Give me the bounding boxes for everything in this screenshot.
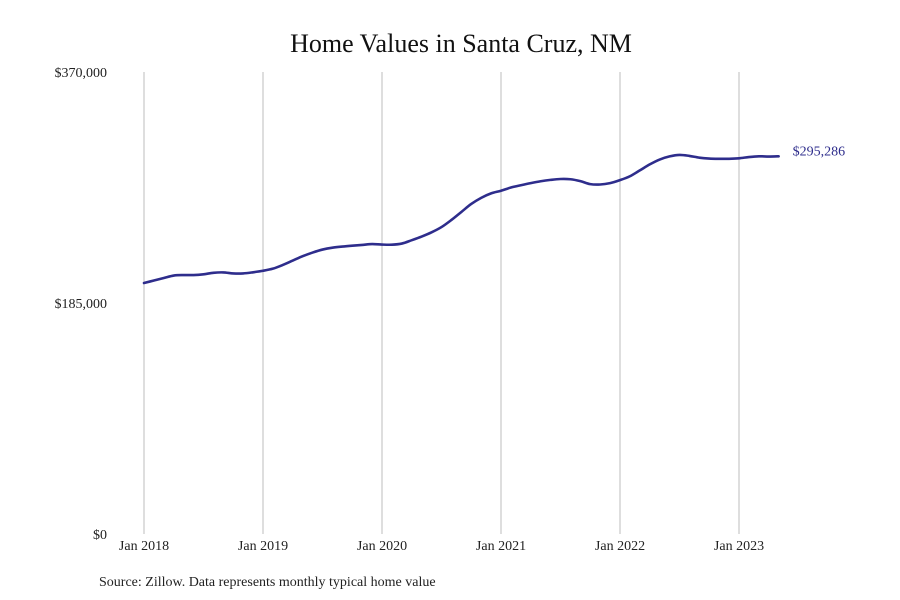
series-layer xyxy=(142,153,780,285)
x-tick-label: Jan 2019 xyxy=(238,539,288,554)
x-tick-label: Jan 2020 xyxy=(357,539,407,554)
x-tick-label: Jan 2018 xyxy=(119,539,169,554)
x-axis-ticks: Jan 2018 Jan 2019 Jan 2020 Jan 2021 Jan 2022… xyxy=(119,539,764,554)
x-tick-label: Jan 2023 xyxy=(714,539,764,554)
x-tick-label: Jan 2021 xyxy=(476,539,526,554)
y-tick-label: $370,000 xyxy=(55,66,108,81)
y-tick-label: $185,000 xyxy=(55,297,108,312)
y-tick-label: $0 xyxy=(93,528,107,543)
chart-title: Home Values in Santa Cruz, NM xyxy=(290,29,632,58)
gridlines xyxy=(143,72,740,534)
y-axis-ticks: $0 $185,000 $370,000 xyxy=(55,66,108,543)
x-tick-label: Jan 2022 xyxy=(595,539,645,554)
last-value-label: $295,286 xyxy=(793,144,846,159)
source-note: Source: Zillow. Data represents monthly … xyxy=(99,575,436,590)
home-value-line xyxy=(142,153,780,285)
